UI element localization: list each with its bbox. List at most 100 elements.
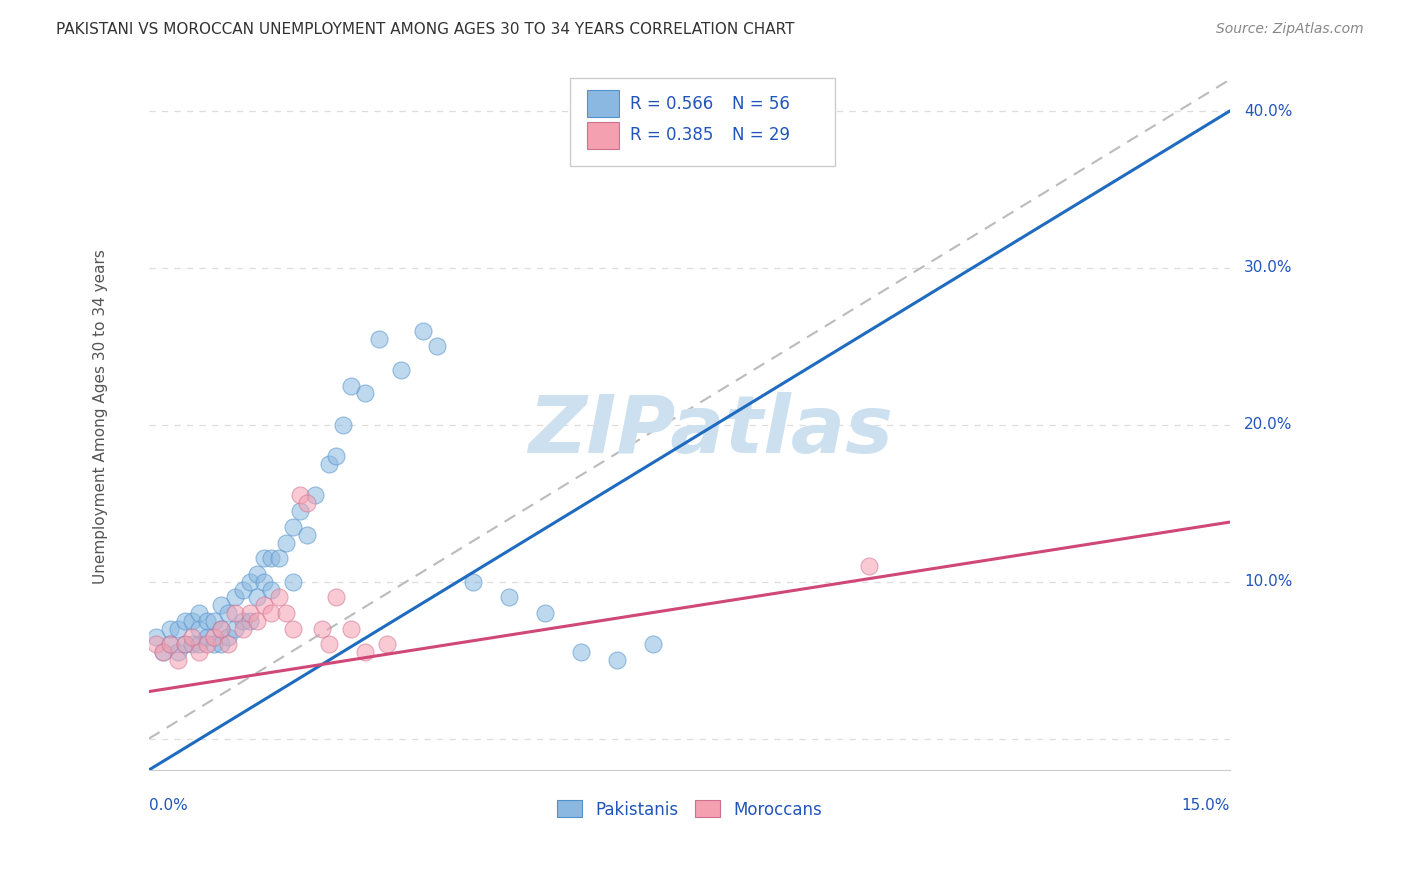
Point — [145, 630, 167, 644]
Point — [318, 638, 340, 652]
Point — [643, 638, 665, 652]
Point — [145, 638, 167, 652]
Point — [858, 559, 880, 574]
Point — [281, 622, 304, 636]
Point — [288, 488, 311, 502]
Point — [260, 551, 283, 566]
Point — [231, 622, 253, 636]
FancyBboxPatch shape — [571, 78, 835, 167]
Point — [569, 645, 592, 659]
Text: R = 0.385: R = 0.385 — [630, 127, 713, 145]
Point — [209, 622, 232, 636]
Point — [412, 324, 434, 338]
Point — [253, 551, 276, 566]
Point — [534, 606, 557, 620]
Point — [166, 645, 188, 659]
Point — [202, 638, 225, 652]
Text: ZIPatlas: ZIPatlas — [529, 392, 893, 470]
Point — [498, 591, 520, 605]
Point — [606, 653, 628, 667]
Point — [224, 606, 246, 620]
Point — [304, 488, 326, 502]
Point — [173, 638, 195, 652]
Point — [281, 574, 304, 589]
Point — [274, 606, 297, 620]
Point — [246, 591, 269, 605]
Point — [267, 591, 290, 605]
Legend: Pakistanis, Moroccans: Pakistanis, Moroccans — [550, 794, 828, 825]
Point — [202, 614, 225, 628]
Point — [202, 630, 225, 644]
Point — [159, 622, 181, 636]
Point — [152, 645, 174, 659]
Point — [239, 614, 262, 628]
Point — [368, 332, 391, 346]
Point — [195, 638, 218, 652]
Point — [166, 653, 188, 667]
Point — [217, 606, 239, 620]
Point — [209, 638, 232, 652]
Point — [260, 606, 283, 620]
Point — [354, 645, 377, 659]
Point — [217, 630, 239, 644]
Point — [325, 591, 347, 605]
Point — [188, 638, 211, 652]
Point — [297, 496, 319, 510]
Point — [426, 339, 449, 353]
Point — [239, 606, 262, 620]
Text: R = 0.566: R = 0.566 — [630, 95, 713, 112]
Text: Source: ZipAtlas.com: Source: ZipAtlas.com — [1216, 22, 1364, 37]
Point — [281, 520, 304, 534]
Bar — [586, 122, 619, 149]
Text: N = 29: N = 29 — [733, 127, 790, 145]
Text: 30.0%: 30.0% — [1244, 260, 1292, 276]
Point — [318, 457, 340, 471]
Text: 20.0%: 20.0% — [1244, 417, 1292, 433]
Point — [188, 645, 211, 659]
Point — [311, 622, 333, 636]
Point — [188, 606, 211, 620]
Point — [253, 599, 276, 613]
Point — [224, 622, 246, 636]
Point — [231, 582, 253, 597]
Point — [260, 582, 283, 597]
Point — [239, 574, 262, 589]
Text: 0.0%: 0.0% — [149, 798, 187, 814]
Point — [339, 622, 361, 636]
Point — [181, 614, 204, 628]
Point — [159, 638, 181, 652]
Point — [246, 614, 269, 628]
Text: 15.0%: 15.0% — [1181, 798, 1230, 814]
Point — [461, 574, 484, 589]
Point — [217, 638, 239, 652]
Point — [188, 622, 211, 636]
Point — [246, 566, 269, 581]
Point — [209, 622, 232, 636]
Point — [224, 591, 246, 605]
Point — [288, 504, 311, 518]
Point — [231, 614, 253, 628]
Point — [332, 417, 354, 432]
Text: PAKISTANI VS MOROCCAN UNEMPLOYMENT AMONG AGES 30 TO 34 YEARS CORRELATION CHART: PAKISTANI VS MOROCCAN UNEMPLOYMENT AMONG… — [56, 22, 794, 37]
Point — [354, 386, 377, 401]
Point — [173, 638, 195, 652]
Bar — [586, 90, 619, 117]
Point — [181, 638, 204, 652]
Point — [253, 574, 276, 589]
Point — [181, 630, 204, 644]
Point — [152, 645, 174, 659]
Text: 10.0%: 10.0% — [1244, 574, 1292, 590]
Point — [166, 622, 188, 636]
Text: N = 56: N = 56 — [733, 95, 790, 112]
Point — [389, 363, 412, 377]
Text: 40.0%: 40.0% — [1244, 103, 1292, 119]
Point — [267, 551, 290, 566]
Point — [159, 638, 181, 652]
Point — [339, 378, 361, 392]
Point — [173, 614, 195, 628]
Point — [274, 535, 297, 549]
Point — [325, 449, 347, 463]
Text: Unemployment Among Ages 30 to 34 years: Unemployment Among Ages 30 to 34 years — [93, 250, 108, 584]
Point — [195, 614, 218, 628]
Point — [297, 527, 319, 541]
